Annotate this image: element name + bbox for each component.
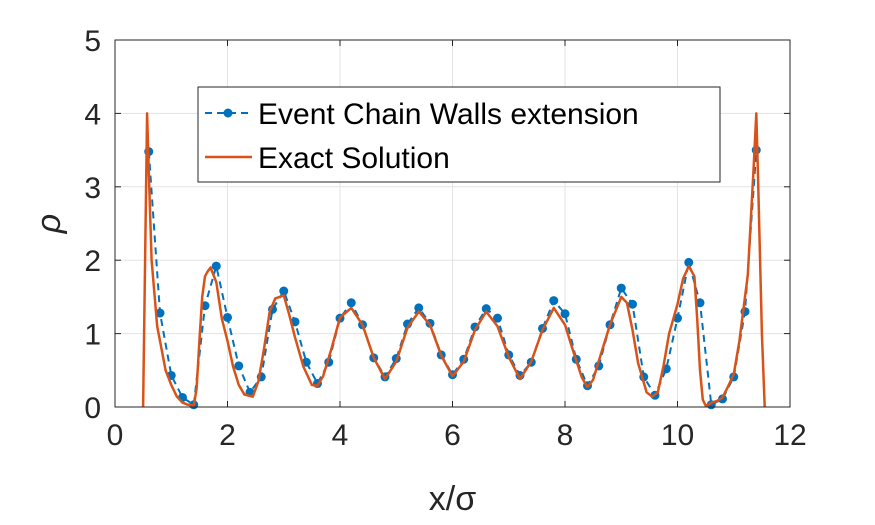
legend-marker-event-chain: [223, 108, 233, 118]
x-tick-label: 4: [332, 419, 349, 452]
data-point-event-chain: [560, 309, 570, 319]
y-tick-label: 5: [84, 25, 101, 58]
x-tick-label: 10: [661, 419, 694, 452]
data-point-event-chain: [155, 308, 165, 318]
y-tick-label: 1: [84, 319, 101, 352]
data-point-event-chain: [616, 283, 626, 293]
data-point-event-chain: [346, 298, 356, 308]
data-point-event-chain: [414, 303, 424, 313]
data-point-event-chain: [549, 296, 559, 306]
y-tick-label: 2: [84, 245, 101, 278]
x-tick-label: 0: [107, 419, 124, 452]
data-point-event-chain: [211, 261, 221, 271]
legend: Event Chain Walls extension Exact Soluti…: [197, 86, 721, 183]
series-line-exact-solution: [141, 112, 766, 408]
y-tick-label: 4: [84, 98, 101, 131]
legend-box: [197, 86, 721, 183]
y-tick-label: 3: [84, 172, 101, 205]
x-tick-label: 2: [219, 419, 236, 452]
y-axis-label: ρ: [30, 214, 68, 234]
series-layer: [141, 112, 766, 410]
data-point-event-chain: [493, 313, 502, 323]
x-tick-label: 6: [444, 419, 461, 452]
x-axis-label: x/σ: [429, 480, 476, 518]
data-point-event-chain: [695, 298, 705, 308]
data-point-event-chain: [628, 299, 637, 309]
data-point-event-chain: [234, 361, 244, 371]
data-point-event-chain: [279, 286, 289, 296]
data-point-event-chain: [684, 257, 694, 267]
x-tick-label: 8: [557, 419, 574, 452]
legend-label-event-chain: Event Chain Walls extension: [258, 98, 639, 131]
x-tick-label: 12: [773, 419, 806, 452]
y-tick-label: 0: [84, 392, 101, 425]
legend-label-exact-solution: Exact Solution: [258, 142, 450, 175]
data-point-event-chain: [481, 304, 491, 314]
data-point-event-chain: [223, 312, 232, 322]
